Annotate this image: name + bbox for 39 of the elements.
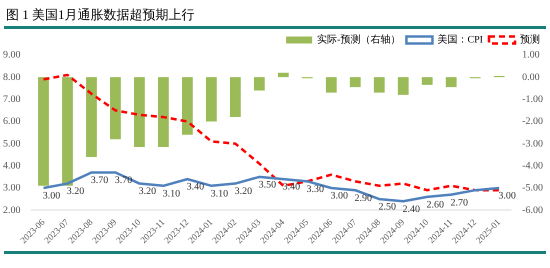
y2-tick-label: 1.00 bbox=[522, 50, 540, 61]
data-label: 3.40 bbox=[282, 182, 300, 193]
data-label: 3.70 bbox=[114, 175, 132, 186]
y-tick-label: 7.00 bbox=[3, 94, 20, 105]
data-label: 3.00 bbox=[42, 190, 60, 202]
chart-title: 图 1 美国1月通胀数据超预期上行 bbox=[5, 6, 196, 24]
y2-tick-label: 0.00 bbox=[522, 72, 540, 83]
data-label: 3.20 bbox=[234, 186, 252, 198]
data-label: 3.30 bbox=[306, 184, 324, 195]
data-label: 3.50 bbox=[258, 180, 276, 191]
y-tick-label: 2.00 bbox=[3, 204, 20, 216]
y2-tick-label: -3.00 bbox=[522, 138, 544, 150]
y-tick-label: 6.00 bbox=[3, 116, 20, 128]
data-label: 3.70 bbox=[90, 175, 108, 186]
data-label: 3.10 bbox=[210, 188, 228, 200]
data-label: 3.40 bbox=[186, 182, 204, 193]
y-tick-label: 5.00 bbox=[3, 138, 20, 150]
legend-label: 美国：CPI bbox=[437, 34, 483, 46]
data-label: 2.50 bbox=[378, 202, 396, 213]
data-label: 3.20 bbox=[138, 186, 156, 198]
legend-label: 预测 bbox=[520, 34, 540, 46]
data-label: 2.90 bbox=[354, 192, 372, 204]
data-label: 2.70 bbox=[450, 197, 468, 208]
y-tick-label: 9.00 bbox=[3, 50, 20, 61]
y2-tick-label: -4.00 bbox=[522, 160, 544, 172]
y-tick-label: 8.00 bbox=[3, 72, 20, 83]
legend-label: 实际-预测（右轴） bbox=[317, 34, 400, 46]
data-label: 2.40 bbox=[402, 204, 420, 215]
y-tick-label: 4.00 bbox=[3, 160, 20, 172]
data-label: 2.60 bbox=[426, 199, 444, 210]
y2-tick-label: -5.00 bbox=[522, 182, 544, 194]
data-label: 3.20 bbox=[66, 186, 84, 198]
data-label: 3.00 bbox=[330, 190, 348, 202]
data-label: 3.00 bbox=[498, 190, 516, 202]
data-label: 3.10 bbox=[162, 188, 180, 200]
y2-tick-label: -1.00 bbox=[522, 94, 544, 105]
y2-tick-label: -6.00 bbox=[522, 204, 544, 216]
y2-tick-label: -2.00 bbox=[522, 116, 544, 128]
y-tick-label: 3.00 bbox=[3, 182, 20, 194]
